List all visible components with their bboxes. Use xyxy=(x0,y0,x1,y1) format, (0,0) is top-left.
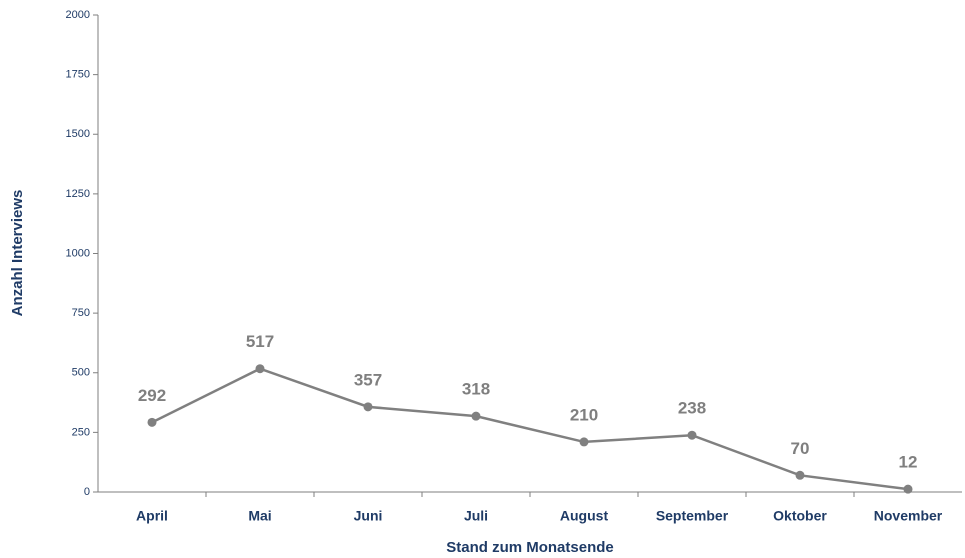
marker xyxy=(363,402,373,412)
x-tick-label: Juni xyxy=(354,508,383,524)
y-tick-label: 1750 xyxy=(66,69,90,81)
x-tick-label: Juli xyxy=(464,508,488,524)
y-tick-label: 2000 xyxy=(66,9,90,21)
marker xyxy=(579,437,589,447)
marker xyxy=(687,430,697,440)
data-label: 318 xyxy=(462,380,490,399)
y-axis-label: Anzahl Interviews xyxy=(9,190,26,317)
data-label: 292 xyxy=(138,386,166,405)
data-label: 517 xyxy=(246,332,274,351)
x-tick-label: Mai xyxy=(248,508,271,524)
x-tick-label: September xyxy=(656,508,729,524)
data-label: 357 xyxy=(354,370,382,389)
x-tick-label: Oktober xyxy=(773,508,827,524)
data-label: 70 xyxy=(791,439,810,458)
data-label: 12 xyxy=(899,453,918,472)
data-label: 238 xyxy=(678,399,706,418)
y-tick-label: 750 xyxy=(72,307,90,319)
marker xyxy=(903,484,913,494)
line xyxy=(151,367,909,491)
y-tick-label: 250 xyxy=(72,426,90,438)
y-tick-label: 1250 xyxy=(66,188,90,200)
y-tick-label: 1000 xyxy=(66,247,90,259)
marker xyxy=(795,470,805,480)
marker xyxy=(255,364,265,374)
x-tick-label: August xyxy=(560,508,609,524)
x-axis-label: Stand zum Monatsende xyxy=(446,539,614,556)
marker xyxy=(147,417,157,427)
marker xyxy=(471,411,481,421)
y-tick-label: 500 xyxy=(72,367,90,379)
y-tick-label: 0 xyxy=(84,486,90,498)
x-tick-label: April xyxy=(136,508,168,524)
data-label: 210 xyxy=(570,405,598,424)
x-tick-label: November xyxy=(874,508,943,524)
y-tick-label: 1500 xyxy=(66,128,90,140)
